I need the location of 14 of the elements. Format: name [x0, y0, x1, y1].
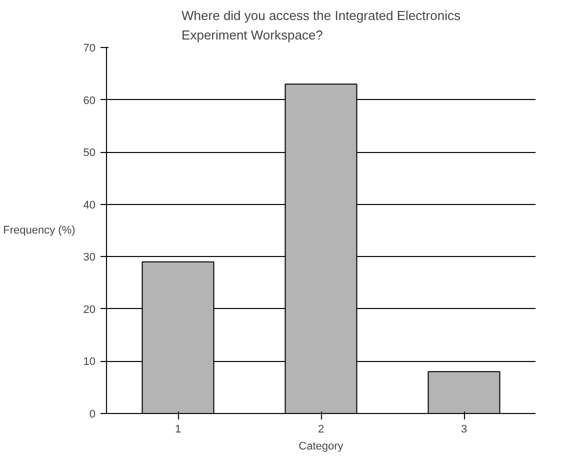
x-tick-label: 2	[318, 424, 324, 436]
y-tick-label: 20	[83, 304, 96, 316]
y-tick-label: 60	[83, 94, 96, 107]
y-axis-title: Frequency (%)	[3, 224, 76, 236]
chart-title: Where did you access the Integrated Electronics Experiment Workspace?	[182, 8, 461, 42]
x-tick-label: 3	[460, 424, 468, 436]
x-axis-title: Category	[298, 440, 344, 452]
y-tick-label: 10	[83, 356, 96, 368]
y-tick-label: 30	[83, 252, 96, 264]
y-tick-label: 50	[83, 147, 96, 160]
y-tick-label: 70	[83, 42, 96, 54]
x-tick-label: 1	[174, 424, 182, 436]
y-tick-label: 40	[83, 199, 96, 212]
y-tick-label: 0	[89, 408, 96, 420]
